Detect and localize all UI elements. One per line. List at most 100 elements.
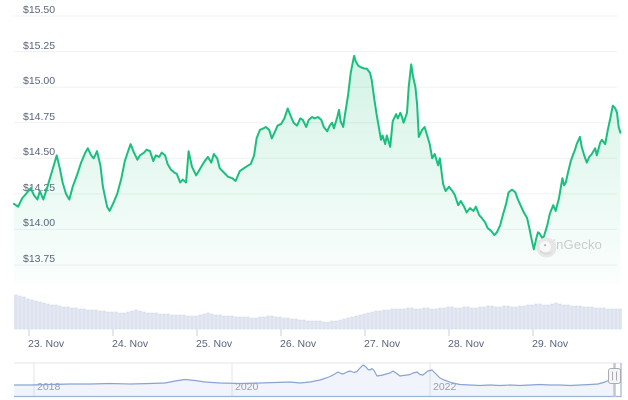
volume-bar bbox=[202, 313, 206, 330]
volume-bar bbox=[582, 306, 586, 330]
volume-bar bbox=[466, 306, 470, 330]
volume-bar bbox=[98, 310, 102, 330]
volume-bar bbox=[222, 315, 226, 330]
volume-bar bbox=[162, 313, 166, 330]
volume-bar bbox=[614, 308, 618, 330]
volume-bar bbox=[310, 320, 314, 330]
y-axis-label: $15.25 bbox=[23, 39, 56, 52]
volume-bar bbox=[474, 307, 478, 330]
volume-bar bbox=[254, 317, 258, 330]
volume-bar bbox=[366, 312, 370, 330]
volume-bar bbox=[430, 308, 434, 330]
volume-bar bbox=[118, 312, 122, 330]
volume-bar bbox=[78, 308, 82, 330]
volume-bar bbox=[262, 316, 266, 330]
volume-bar bbox=[618, 308, 622, 330]
y-axis-label: $15.00 bbox=[23, 75, 56, 88]
volume-bar bbox=[74, 307, 78, 330]
volume-bar bbox=[390, 308, 394, 330]
volume-bar bbox=[146, 312, 150, 330]
volume-bar bbox=[50, 304, 54, 330]
volume-bar bbox=[250, 317, 254, 330]
volume-bar bbox=[594, 307, 598, 330]
volume-bar bbox=[486, 305, 490, 330]
volume-bar bbox=[142, 311, 146, 330]
volume-bar bbox=[426, 307, 430, 330]
price-line[interactable] bbox=[12, 54, 622, 251]
volume-bar bbox=[38, 301, 42, 330]
volume-bar bbox=[214, 314, 218, 330]
volume-bar bbox=[18, 295, 22, 330]
volume-bar bbox=[258, 316, 262, 330]
volume-bar bbox=[454, 307, 458, 330]
year-label: 2022 bbox=[433, 381, 456, 393]
volume-bar bbox=[590, 306, 594, 330]
navigator-track[interactable] bbox=[14, 362, 622, 398]
volume-bar bbox=[278, 316, 282, 330]
volume-bar bbox=[354, 315, 358, 330]
handle-grip[interactable] bbox=[608, 368, 621, 384]
volume-bar bbox=[398, 308, 402, 330]
volume-bars[interactable] bbox=[14, 294, 622, 330]
volume-bar bbox=[166, 313, 170, 330]
volume-bar bbox=[158, 313, 162, 330]
y-axis-label: $14.75 bbox=[23, 110, 56, 123]
volume-bar bbox=[522, 305, 526, 330]
volume-bar bbox=[238, 316, 242, 330]
volume-bar bbox=[294, 318, 298, 330]
volume-bar bbox=[482, 306, 486, 330]
x-axis-label: 24. Nov bbox=[112, 338, 149, 350]
volume-bar bbox=[70, 307, 74, 330]
volume-bar bbox=[574, 305, 578, 330]
volume-bar bbox=[190, 315, 194, 330]
volume-bar bbox=[102, 310, 106, 330]
volume-bar bbox=[538, 303, 542, 330]
volume-bar bbox=[470, 307, 474, 330]
volume-bar bbox=[174, 314, 178, 330]
volume-bar bbox=[362, 313, 366, 330]
volume-bar bbox=[442, 307, 446, 330]
volume-bar bbox=[502, 305, 506, 330]
volume-bar bbox=[374, 310, 378, 330]
volume-bar bbox=[598, 307, 602, 330]
volume-bar bbox=[110, 311, 114, 330]
volume-bar bbox=[562, 304, 566, 330]
volume-bar bbox=[90, 309, 94, 330]
volume-bar bbox=[186, 315, 190, 330]
volume-bar bbox=[130, 310, 134, 330]
volume-bar bbox=[550, 303, 554, 330]
volume-bar bbox=[182, 314, 186, 330]
volume-bar bbox=[218, 314, 222, 330]
volume-bar bbox=[498, 306, 502, 330]
volume-bar bbox=[478, 306, 482, 330]
volume-bar bbox=[154, 312, 158, 330]
volume-bar bbox=[406, 307, 410, 330]
volume-bar bbox=[434, 308, 438, 330]
volume-bar bbox=[266, 315, 270, 330]
volume-bar bbox=[546, 304, 550, 330]
volume-bar bbox=[82, 308, 86, 330]
volume-bar bbox=[298, 319, 302, 330]
x-axis-label: 27. Nov bbox=[364, 338, 401, 350]
volume-bar bbox=[510, 306, 514, 330]
price-series[interactable] bbox=[12, 54, 622, 284]
volume-bar bbox=[282, 317, 286, 330]
coingecko-watermark: CoinGecko bbox=[536, 237, 602, 258]
volume-bar bbox=[494, 306, 498, 330]
volume-bar bbox=[58, 305, 62, 330]
volume-bar bbox=[318, 320, 322, 330]
volume-bar bbox=[586, 306, 590, 330]
volume-bar bbox=[198, 314, 202, 330]
volume-bar bbox=[30, 299, 34, 330]
volume-bar bbox=[326, 321, 330, 330]
volume-bar bbox=[314, 320, 318, 330]
volume-bar bbox=[66, 306, 70, 330]
volume-bar bbox=[386, 309, 390, 330]
x-axis-label: 28. Nov bbox=[448, 338, 485, 350]
volume-bar bbox=[422, 307, 426, 330]
volume-bar bbox=[178, 314, 182, 330]
navigator-handle[interactable] bbox=[608, 363, 621, 397]
volume-bar bbox=[530, 304, 534, 330]
volume-bar bbox=[410, 307, 414, 330]
